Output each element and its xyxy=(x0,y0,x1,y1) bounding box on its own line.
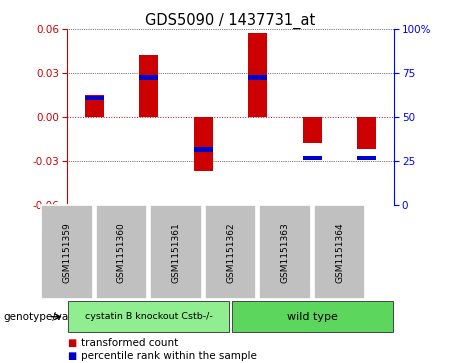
Bar xyxy=(303,156,322,160)
Bar xyxy=(303,117,322,143)
Bar xyxy=(84,95,104,117)
Text: GDS5090 / 1437731_at: GDS5090 / 1437731_at xyxy=(145,13,316,29)
Text: GSM1151362: GSM1151362 xyxy=(226,222,235,283)
Bar xyxy=(248,33,267,117)
Text: cystatin B knockout Cstb-/-: cystatin B knockout Cstb-/- xyxy=(85,312,213,321)
Text: genotype/variation: genotype/variation xyxy=(4,312,103,322)
Text: percentile rank within the sample: percentile rank within the sample xyxy=(81,351,257,361)
Text: GSM1151364: GSM1151364 xyxy=(335,222,344,283)
Bar xyxy=(84,96,104,100)
Text: GSM1151359: GSM1151359 xyxy=(62,222,71,283)
Text: GSM1151363: GSM1151363 xyxy=(281,222,290,283)
Text: wild type: wild type xyxy=(287,312,338,322)
Text: transformed count: transformed count xyxy=(81,338,178,348)
Bar xyxy=(194,147,213,151)
Bar xyxy=(248,75,267,79)
Bar xyxy=(139,75,158,79)
Bar xyxy=(357,156,377,160)
Bar xyxy=(194,117,213,171)
Bar xyxy=(139,56,158,117)
Text: GSM1151361: GSM1151361 xyxy=(171,222,180,283)
Text: ■: ■ xyxy=(67,338,76,348)
Bar xyxy=(357,117,377,149)
Text: GSM1151360: GSM1151360 xyxy=(117,222,126,283)
Text: ■: ■ xyxy=(67,351,76,361)
